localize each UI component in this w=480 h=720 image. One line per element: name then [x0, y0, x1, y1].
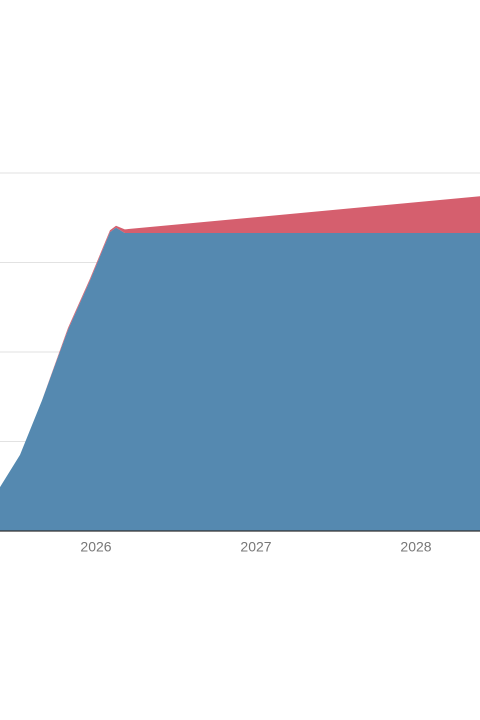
x-tick-label: 2027 [240, 539, 271, 555]
area [0, 227, 480, 531]
area [0, 196, 480, 488]
x-tick-label: 2028 [400, 539, 431, 555]
x-tick-label: 2026 [80, 539, 111, 555]
